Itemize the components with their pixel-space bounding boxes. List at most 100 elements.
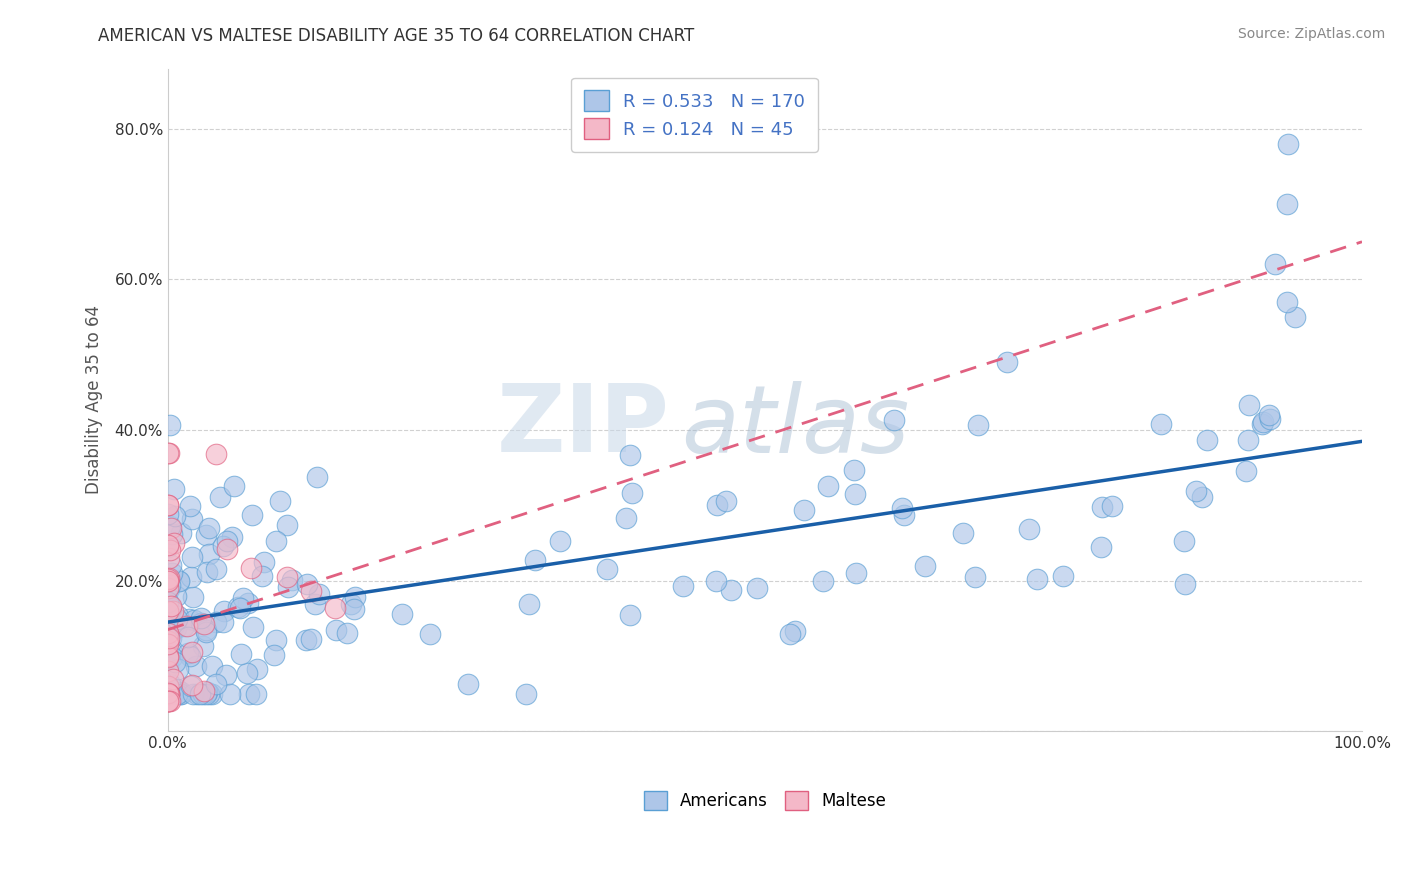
Point — [177, 646, 200, 660]
Point — [156, 694, 179, 708]
Point — [1195, 433, 1218, 447]
Point — [156, 626, 179, 640]
Point — [212, 539, 235, 553]
Point — [965, 570, 987, 584]
Point — [180, 645, 202, 659]
Point — [160, 644, 183, 658]
Text: Source: ZipAtlas.com: Source: ZipAtlas.com — [1237, 27, 1385, 41]
Point — [166, 682, 188, 697]
Point — [844, 487, 866, 501]
Point — [1150, 417, 1173, 431]
Point — [157, 687, 180, 701]
Point — [195, 624, 218, 638]
Point — [160, 600, 183, 615]
Point — [1018, 522, 1040, 536]
Point — [190, 687, 212, 701]
Point — [205, 562, 228, 576]
Point — [160, 558, 183, 573]
Point — [1284, 310, 1306, 324]
Point — [214, 667, 236, 681]
Point — [952, 525, 974, 540]
Y-axis label: Disability Age 35 to 64: Disability Age 35 to 64 — [86, 305, 103, 494]
Point — [1052, 569, 1074, 583]
Point — [1237, 398, 1260, 412]
Point — [238, 687, 260, 701]
Point — [157, 681, 180, 696]
Point — [250, 568, 273, 582]
Point — [160, 527, 183, 541]
Point — [160, 631, 183, 645]
Point — [156, 574, 179, 588]
Point — [232, 591, 254, 605]
Point — [190, 610, 212, 624]
Point — [156, 607, 179, 622]
Point — [1251, 415, 1274, 429]
Point — [1277, 295, 1299, 310]
Point — [304, 597, 326, 611]
Point — [1174, 576, 1197, 591]
Text: atlas: atlas — [682, 381, 910, 472]
Point — [179, 500, 201, 514]
Point — [176, 619, 198, 633]
Point — [891, 500, 914, 515]
Point — [157, 694, 180, 708]
Point — [811, 574, 834, 588]
Point — [195, 566, 218, 580]
Text: AMERICAN VS MALTESE DISABILITY AGE 35 TO 64 CORRELATION CHART: AMERICAN VS MALTESE DISABILITY AGE 35 TO… — [98, 27, 695, 45]
Point — [419, 626, 441, 640]
Point — [515, 687, 537, 701]
Point — [276, 517, 298, 532]
Point — [817, 479, 839, 493]
Point — [1191, 490, 1213, 504]
Point — [217, 534, 239, 549]
Point — [246, 662, 269, 676]
Point — [1234, 464, 1257, 478]
Point — [201, 659, 224, 673]
Point — [226, 600, 249, 615]
Point — [173, 619, 195, 633]
Point — [218, 687, 240, 701]
Point — [156, 634, 179, 648]
Point — [163, 536, 186, 550]
Point — [195, 527, 218, 541]
Point — [179, 648, 201, 663]
Point — [166, 687, 188, 701]
Point — [157, 572, 180, 586]
Point — [165, 508, 187, 523]
Point — [221, 530, 243, 544]
Point — [159, 676, 181, 690]
Point — [163, 482, 186, 496]
Point — [156, 538, 179, 552]
Point — [166, 608, 188, 623]
Point — [160, 566, 183, 580]
Point — [1091, 500, 1114, 514]
Point — [177, 612, 200, 626]
Point — [325, 623, 347, 637]
Point — [157, 660, 180, 674]
Legend: Americans, Maltese: Americans, Maltese — [631, 780, 898, 822]
Point — [672, 579, 695, 593]
Point — [169, 687, 191, 701]
Point — [294, 632, 316, 647]
Point — [457, 676, 479, 690]
Point — [240, 508, 263, 522]
Point — [614, 511, 637, 525]
Point — [177, 630, 200, 644]
Point — [157, 687, 180, 701]
Point — [1101, 500, 1123, 514]
Point — [523, 553, 546, 567]
Point — [156, 649, 179, 664]
Point — [156, 664, 179, 678]
Point — [295, 577, 318, 591]
Point — [156, 573, 179, 587]
Point — [163, 656, 186, 670]
Point — [714, 493, 737, 508]
Point — [519, 597, 541, 611]
Point — [190, 615, 212, 630]
Point — [217, 541, 239, 556]
Point — [269, 494, 291, 508]
Point — [281, 573, 304, 587]
Point — [186, 687, 208, 701]
Point — [157, 687, 180, 701]
Point — [720, 582, 742, 597]
